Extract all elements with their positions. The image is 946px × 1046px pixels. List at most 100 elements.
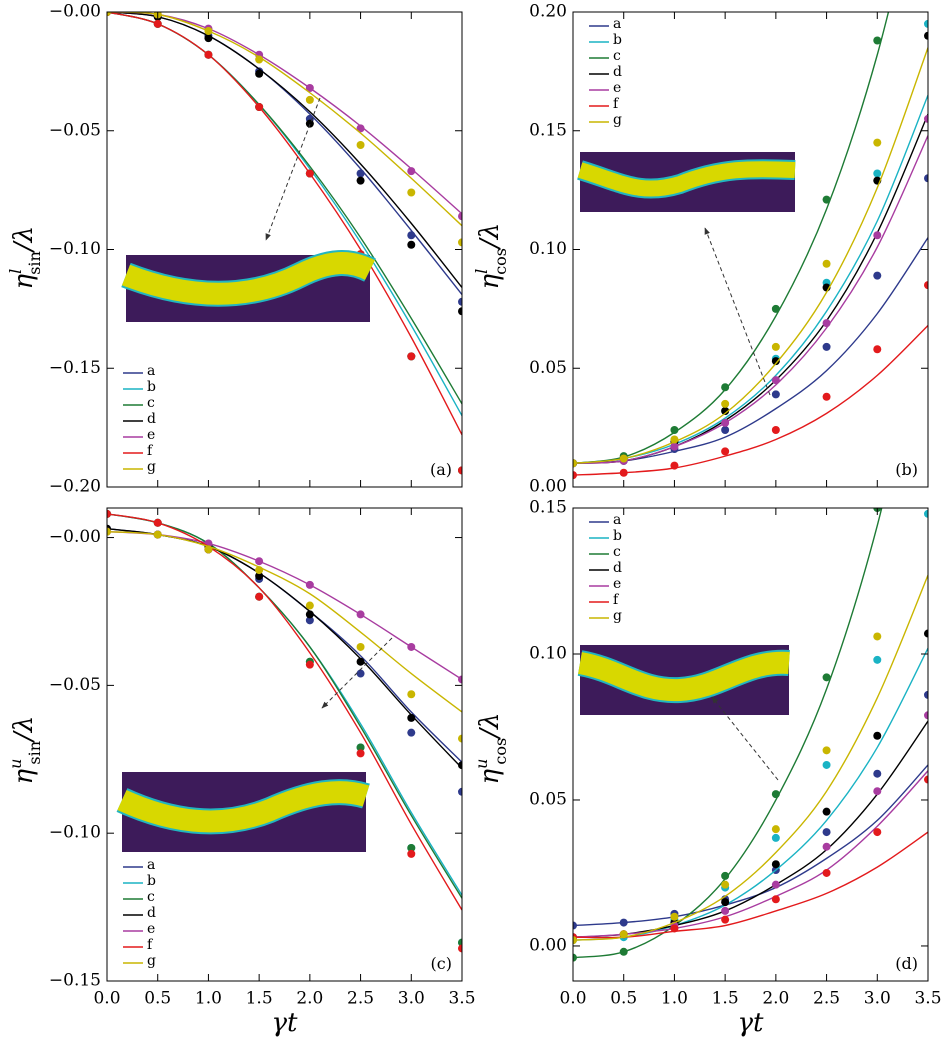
series-line xyxy=(107,530,462,681)
series-marker xyxy=(407,352,416,361)
series-marker xyxy=(107,527,111,536)
y-label-symbol: η xyxy=(475,769,505,785)
y-label-sub: sin xyxy=(25,741,44,765)
series-marker xyxy=(407,231,416,240)
plot-area xyxy=(573,508,928,962)
series-marker xyxy=(407,843,416,852)
series-line xyxy=(107,12,462,215)
series-marker xyxy=(721,898,730,907)
panel: 0.00 0.05 0.10 0.15 0.0 0.5 1.0 1.5 2.0 2.5 3.0 3.5… xyxy=(472,498,942,1039)
series-marker xyxy=(356,169,365,178)
series-marker xyxy=(873,632,882,641)
legend-label: f xyxy=(147,937,154,953)
series-marker xyxy=(873,36,882,45)
y-tick-label: 0.05 xyxy=(529,358,567,378)
series-marker xyxy=(924,114,928,123)
series-marker xyxy=(255,103,264,111)
series-line xyxy=(107,12,462,296)
frame xyxy=(106,507,463,982)
series-marker xyxy=(407,642,416,651)
series-line xyxy=(107,12,462,227)
series-marker xyxy=(924,509,928,518)
series-marker xyxy=(407,849,416,858)
series-marker xyxy=(771,390,780,399)
series-line xyxy=(107,513,462,911)
series-line xyxy=(573,770,928,938)
series-marker xyxy=(822,392,831,401)
series-marker xyxy=(356,124,365,133)
series-marker xyxy=(873,655,882,664)
series-marker xyxy=(458,761,462,770)
series-marker xyxy=(573,471,577,480)
series-marker xyxy=(407,713,416,722)
series-marker xyxy=(107,12,111,16)
x-tick-label: 0.0 xyxy=(93,989,120,1009)
series-marker xyxy=(458,307,462,316)
y-label-symbol: η xyxy=(9,274,39,290)
legend-label: c xyxy=(147,395,155,411)
panel-label: (c) xyxy=(431,954,452,973)
series-marker xyxy=(305,169,314,178)
series-marker xyxy=(822,319,831,328)
series-marker xyxy=(822,195,831,204)
series-marker xyxy=(407,690,416,699)
legend-label: a xyxy=(147,363,155,379)
legend-label: e xyxy=(613,576,621,592)
series-marker xyxy=(822,842,831,851)
y-label-sup: u xyxy=(6,759,25,769)
series-marker xyxy=(458,787,462,796)
legend-label: d xyxy=(147,411,156,427)
series-marker xyxy=(619,930,628,939)
y-tick-label: 0.05 xyxy=(529,789,567,809)
series-marker xyxy=(771,833,780,842)
series-marker xyxy=(924,690,928,699)
plot-area xyxy=(107,12,462,475)
series-marker xyxy=(619,947,628,956)
series-marker xyxy=(407,167,416,176)
x-tick-label: 2.0 xyxy=(296,989,323,1009)
x-axis-label: γt xyxy=(738,1008,765,1038)
inset-c xyxy=(116,637,393,852)
y-tick-label: 0.10 xyxy=(529,643,567,663)
series-marker xyxy=(822,828,831,837)
series-marker xyxy=(822,868,831,877)
series-marker xyxy=(407,240,416,249)
series-marker xyxy=(573,936,577,945)
series-line xyxy=(107,530,462,713)
y-label-sup: l xyxy=(6,269,25,274)
series-marker xyxy=(721,399,730,408)
series-marker xyxy=(356,141,365,149)
series-marker xyxy=(458,238,462,247)
series-marker xyxy=(822,807,831,816)
legend-label: d xyxy=(613,560,622,576)
legend-label: g xyxy=(613,608,622,624)
y-label-tail: /λ xyxy=(475,713,505,741)
series-marker xyxy=(670,924,679,933)
series-marker xyxy=(873,828,882,837)
series-marker xyxy=(771,357,780,366)
y-label-symbol: η xyxy=(9,769,39,785)
series-marker xyxy=(924,31,928,40)
legend-label: c xyxy=(147,889,155,905)
legend-label: a xyxy=(613,512,621,528)
series-marker xyxy=(305,580,314,589)
y-label-sub: cos xyxy=(491,738,510,765)
x-tick-label: 2.5 xyxy=(813,989,840,1009)
y-tick-label: −0.10 xyxy=(49,239,101,259)
series-marker xyxy=(924,775,928,784)
series-marker xyxy=(458,734,462,743)
y-label-sub: sin xyxy=(25,251,44,275)
series-marker xyxy=(771,342,780,351)
legend-label: a xyxy=(147,857,155,873)
x-tick-label: 0.0 xyxy=(559,989,586,1009)
series-marker xyxy=(924,629,928,638)
series-marker xyxy=(407,188,416,197)
series-marker xyxy=(670,461,679,470)
series-marker xyxy=(924,174,928,183)
series-marker xyxy=(107,509,111,518)
series-marker xyxy=(771,376,780,385)
series-marker xyxy=(924,281,928,290)
series-marker xyxy=(305,601,314,610)
series-marker xyxy=(771,895,780,904)
legend-label: g xyxy=(613,112,622,128)
